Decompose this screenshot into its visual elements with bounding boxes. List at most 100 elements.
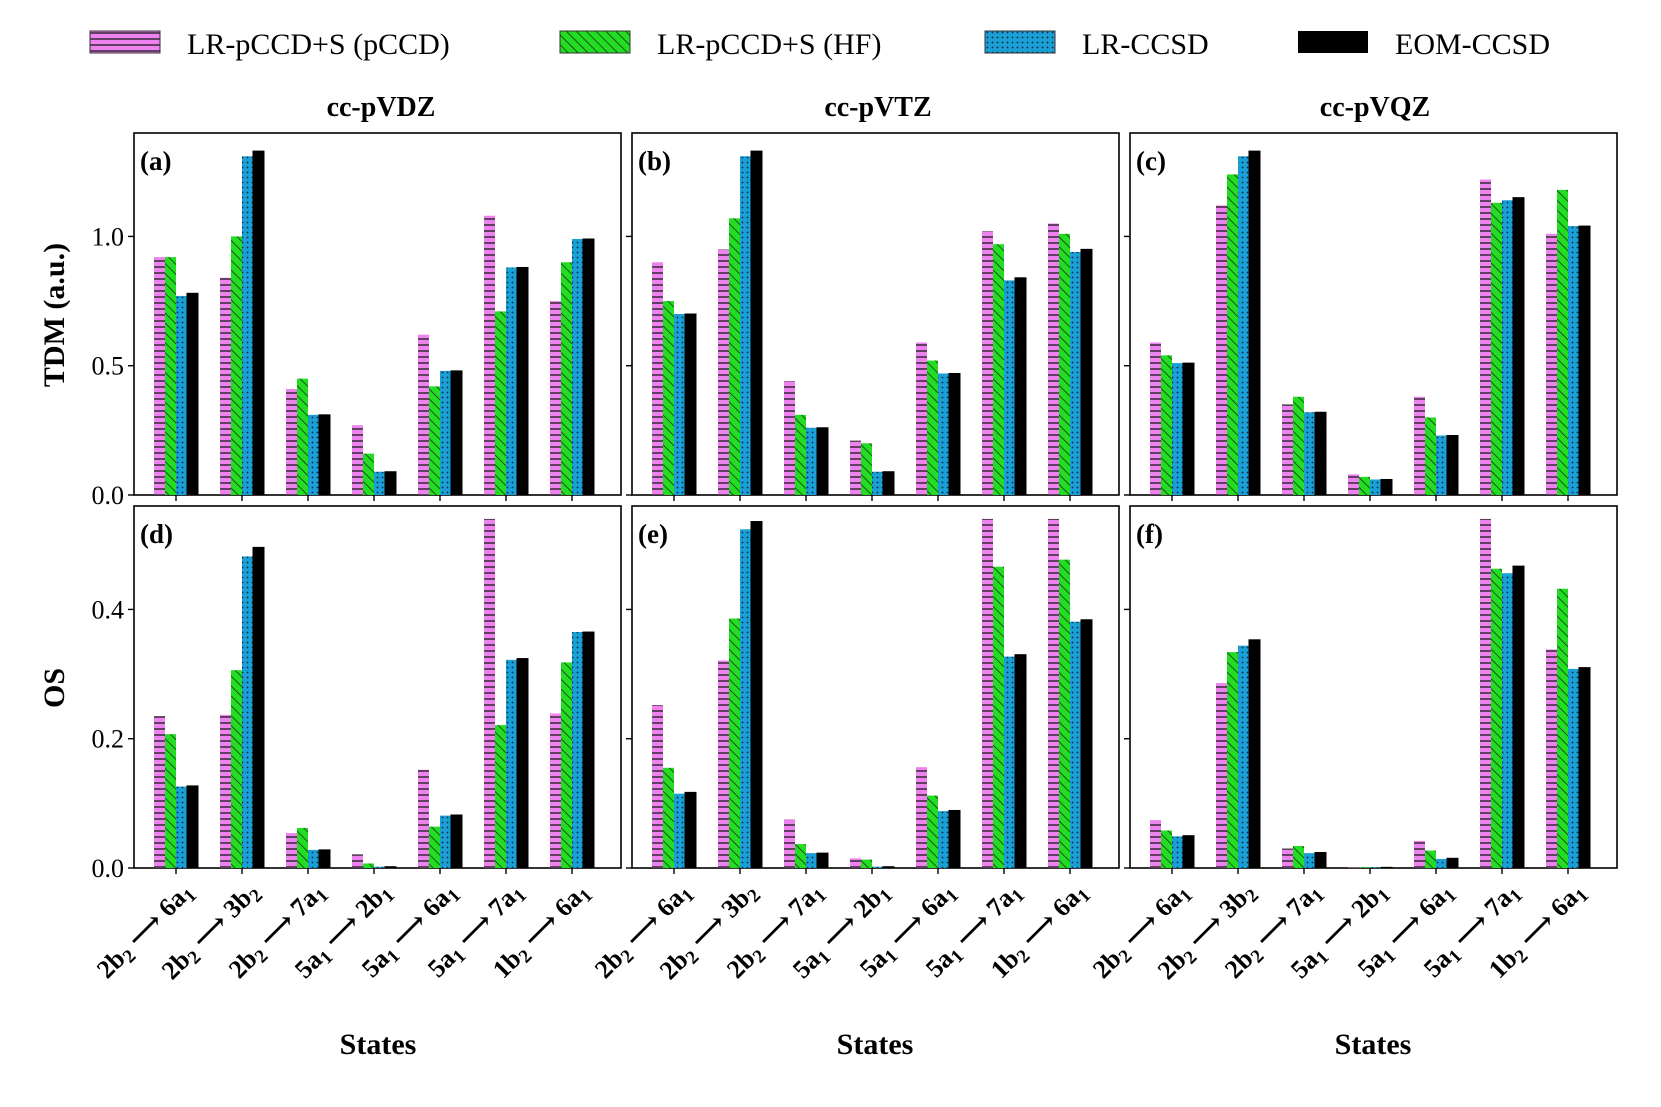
- bar-pccd-2: [1216, 683, 1227, 868]
- bar-hf-5: [429, 826, 440, 868]
- bar-pccd-2: [1216, 205, 1227, 495]
- y-axis-label-tdm: TDM (a.u.): [38, 243, 71, 387]
- bar-pccd-3: [1282, 848, 1293, 868]
- bar-eom-ccsd-6: [1014, 654, 1027, 869]
- bar-pccd-1: [652, 705, 663, 868]
- bar-eom-ccsd-1: [186, 292, 199, 496]
- x-axis-label-qz: States: [1335, 1028, 1412, 1061]
- bar-lr-ccsd-7: [572, 632, 583, 868]
- bar-eom-ccsd-6: [1512, 197, 1525, 496]
- bar-hf-7: [1557, 588, 1568, 868]
- panel-c: (c): [1124, 132, 1618, 501]
- legend-swatch-pccd: [89, 30, 161, 54]
- legend-label-eom-ccsd: EOM-CCSD: [1395, 28, 1550, 61]
- bar-hf-5: [1425, 417, 1436, 495]
- bar-eom-ccsd-5: [1446, 857, 1459, 869]
- panel-frame: [631, 505, 1120, 869]
- panel-tag: (b): [638, 146, 671, 176]
- panel-frame: [1129, 132, 1618, 496]
- legend-item-pccd[interactable]: LR-pCCD+S (pCCD): [89, 28, 450, 61]
- bar-pccd-1: [652, 262, 663, 495]
- legend-item-lr-ccsd[interactable]: LR-CCSD: [984, 28, 1209, 61]
- bar-hf-7: [561, 662, 572, 868]
- bar-lr-ccsd-4: [374, 866, 385, 868]
- bar-eom-ccsd-4: [882, 866, 895, 869]
- column-title-qz: cc-pVQZ: [1320, 92, 1430, 123]
- bar-hf-3: [795, 414, 806, 495]
- bar-lr-ccsd-6: [1502, 200, 1513, 495]
- bar-lr-ccsd-4: [1370, 867, 1381, 868]
- bar-eom-ccsd-3: [318, 849, 331, 869]
- bar-pccd-2: [220, 277, 231, 495]
- legend-label-hf: LR-pCCD+S (HF): [657, 28, 881, 61]
- bar-pccd-5: [418, 334, 429, 495]
- bar-pccd-4: [352, 425, 363, 495]
- panel-d: 0.0 0.2 0.4 (d): [92, 505, 622, 883]
- bar-pccd-3: [286, 388, 297, 495]
- legend-swatch-eom-ccsd: [1298, 31, 1368, 53]
- bar-eom-ccsd-2: [750, 521, 763, 869]
- legend-item-eom-ccsd[interactable]: EOM-CCSD: [1298, 28, 1550, 61]
- bar-hf-3: [297, 378, 308, 495]
- bar-hf-2: [231, 236, 242, 495]
- bar-pccd-5: [1414, 396, 1425, 495]
- bar-lr-ccsd-2: [740, 529, 751, 868]
- bar-eom-ccsd-4: [882, 471, 895, 496]
- y-tick-label: 0.0: [92, 854, 125, 883]
- bar-lr-ccsd-3: [308, 849, 319, 868]
- bar-hf-4: [363, 453, 374, 495]
- bar-eom-ccsd-7: [1080, 619, 1093, 869]
- bar-pccd-3: [784, 381, 795, 495]
- bar-pccd-6: [484, 215, 495, 495]
- y-tick-label: 0.2: [92, 725, 125, 754]
- bar-lr-ccsd-5: [440, 370, 451, 495]
- bar-lr-ccsd-4: [872, 866, 883, 868]
- panels: 0.0 0.5 1.0 (a) (b) (c) 0.0 0.2 0.4 (d) (e) (f): [92, 132, 1618, 883]
- bar-pccd-6: [1480, 518, 1491, 868]
- bar-pccd-6: [484, 518, 495, 868]
- y-tick-label: 1.0: [92, 222, 125, 251]
- bar-hf-2: [231, 670, 242, 868]
- panel-tag: (e): [638, 519, 668, 549]
- bar-eom-ccsd-1: [1182, 835, 1195, 869]
- bar-pccd-1: [1150, 342, 1161, 495]
- bar-hf-1: [165, 734, 176, 868]
- bar-eom-ccsd-6: [1512, 565, 1525, 869]
- bar-eom-ccsd-6: [516, 658, 529, 869]
- bar-hf-5: [1425, 850, 1436, 868]
- bar-eom-ccsd-4: [1380, 866, 1393, 869]
- bar-lr-ccsd-1: [176, 295, 187, 495]
- bar-hf-2: [1227, 174, 1238, 495]
- bar-pccd-7: [550, 301, 561, 495]
- panel-frame: [631, 132, 1120, 496]
- bar-hf-1: [1161, 355, 1172, 495]
- bar-eom-ccsd-3: [1314, 411, 1327, 496]
- legend-item-hf[interactable]: LR-pCCD+S (HF): [559, 28, 881, 61]
- bar-lr-ccsd-3: [1304, 412, 1315, 495]
- bar-eom-ccsd-5: [1446, 435, 1459, 496]
- panel-e: (e): [626, 505, 1120, 874]
- bar-hf-4: [363, 863, 374, 868]
- bar-hf-1: [663, 767, 674, 868]
- bar-eom-ccsd-3: [318, 414, 331, 496]
- bar-pccd-3: [286, 833, 297, 868]
- bar-lr-ccsd-4: [872, 471, 883, 495]
- bar-hf-4: [1359, 867, 1370, 868]
- bar-hf-5: [927, 360, 938, 495]
- bar-eom-ccsd-1: [684, 313, 697, 496]
- bar-eom-ccsd-5: [450, 814, 463, 869]
- bar-pccd-5: [916, 767, 927, 868]
- bar-pccd-1: [154, 716, 165, 868]
- bar-hf-6: [495, 311, 506, 495]
- legend-swatch-lr-ccsd: [984, 30, 1056, 54]
- bar-pccd-5: [916, 342, 927, 495]
- bar-hf-6: [495, 725, 506, 868]
- legend-label-lr-ccsd: LR-CCSD: [1082, 28, 1209, 61]
- panel-frame: [133, 505, 622, 869]
- bar-lr-ccsd-5: [1436, 435, 1447, 495]
- column-title-tz: cc-pVTZ: [824, 92, 931, 123]
- bar-pccd-7: [550, 713, 561, 868]
- bar-hf-2: [729, 618, 740, 868]
- bar-pccd-2: [220, 714, 231, 868]
- bar-pccd-4: [352, 854, 363, 868]
